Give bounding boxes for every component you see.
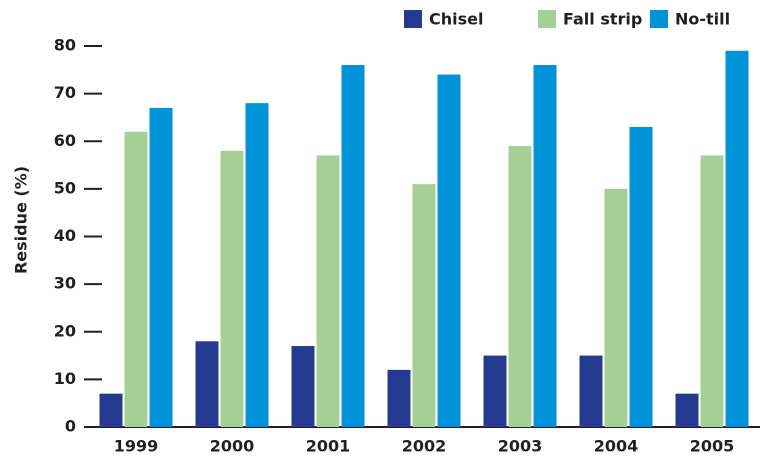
y-tick-label: 60 [54, 131, 76, 150]
bar [99, 393, 123, 427]
bar [629, 126, 653, 428]
bar [291, 346, 315, 427]
legend-swatch [650, 10, 668, 28]
bar [533, 65, 557, 428]
y-tick-label: 70 [54, 83, 76, 102]
bar [387, 369, 411, 427]
y-tick-label: 40 [54, 226, 76, 245]
y-tick-label: 0 [65, 417, 76, 436]
bar [675, 393, 699, 427]
bar [579, 355, 603, 427]
legend-label: Fall strip [563, 10, 642, 29]
legend-swatch [404, 10, 422, 28]
y-tick-label: 10 [54, 369, 76, 388]
bar [245, 103, 269, 428]
x-tick-label: 2005 [690, 437, 735, 456]
bar [412, 184, 436, 427]
bar [195, 341, 219, 427]
bar [149, 107, 173, 427]
x-tick-label: 2003 [498, 437, 543, 456]
y-tick-label: 20 [54, 321, 76, 340]
bar [725, 50, 749, 427]
bar [483, 355, 507, 427]
bar [124, 131, 148, 427]
legend-label: No-till [675, 10, 730, 29]
bar [700, 155, 724, 427]
bar [508, 146, 532, 427]
bar [316, 155, 340, 427]
bar [604, 188, 628, 427]
bar [341, 65, 365, 428]
bar [220, 150, 244, 427]
x-tick-label: 2002 [402, 437, 447, 456]
x-tick-label: 2004 [594, 437, 639, 456]
y-tick-label: 50 [54, 178, 76, 197]
y-tick-label: 30 [54, 274, 76, 293]
bar [437, 74, 461, 427]
legend-label: Chisel [429, 10, 483, 29]
x-tick-label: 2001 [306, 437, 351, 456]
y-tick-label: 80 [54, 36, 76, 55]
legend-swatch [538, 10, 556, 28]
x-tick-label: 2000 [210, 437, 255, 456]
x-tick-label: 1999 [114, 437, 159, 456]
y-axis-label: Residue (%) [12, 166, 31, 274]
